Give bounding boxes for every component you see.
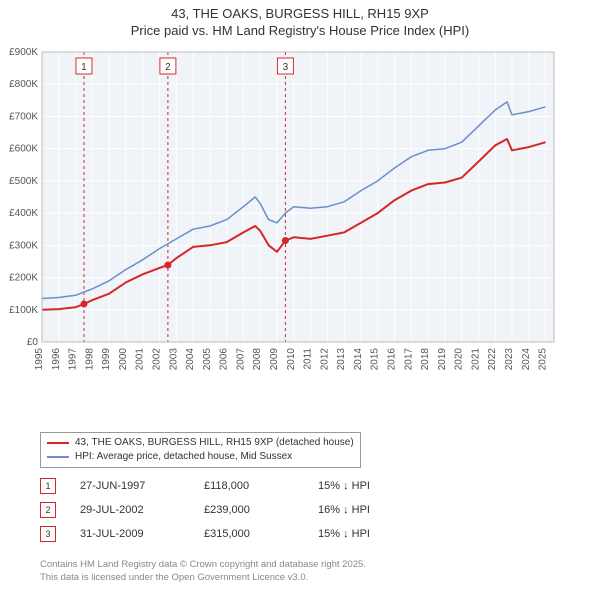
sale-price: £118,000 [204, 480, 294, 492]
footer-line-1: Contains HM Land Registry data © Crown c… [40, 559, 366, 570]
sales-row: 2 29-JUL-2002 £239,000 16% ↓ HPI [40, 498, 408, 522]
svg-text:2023: 2023 [504, 348, 515, 371]
sale-price: £315,000 [204, 528, 294, 540]
svg-text:2006: 2006 [219, 348, 230, 371]
svg-text:2021: 2021 [470, 348, 481, 371]
svg-text:2010: 2010 [286, 348, 297, 371]
sale-hpi-delta: 15% ↓ HPI [318, 528, 408, 540]
svg-text:1999: 1999 [101, 348, 112, 371]
chart-area: £0 £100K £200K £300K £400K £500K £600K £700K £80… [0, 44, 600, 424]
svg-text:£400K: £400K [9, 208, 38, 219]
svg-text:1996: 1996 [51, 348, 62, 371]
chart-svg: £0 £100K £200K £300K £400K £500K £600K £700K £80… [0, 44, 600, 424]
svg-text:2020: 2020 [454, 348, 465, 371]
footer-text: Contains HM Land Registry data © Crown c… [40, 559, 366, 584]
sale-date: 29-JUL-2002 [80, 504, 180, 516]
sale-date: 31-JUL-2009 [80, 528, 180, 540]
svg-text:2005: 2005 [202, 348, 213, 371]
svg-text:1: 1 [81, 62, 87, 73]
legend-label: 43, THE OAKS, BURGESS HILL, RH15 9XP (de… [75, 436, 354, 450]
svg-text:2008: 2008 [252, 348, 263, 371]
svg-text:£100K: £100K [9, 305, 38, 316]
sale-hpi-delta: 16% ↓ HPI [318, 504, 408, 516]
sales-row: 1 27-JUN-1997 £118,000 15% ↓ HPI [40, 474, 408, 498]
svg-text:2022: 2022 [487, 348, 498, 371]
svg-text:£200K: £200K [9, 273, 38, 284]
svg-text:£300K: £300K [9, 240, 38, 251]
legend-swatch [47, 456, 69, 458]
svg-text:£0: £0 [27, 337, 39, 348]
svg-text:£700K: £700K [9, 111, 38, 122]
svg-text:3: 3 [283, 62, 289, 73]
svg-text:£900K: £900K [9, 47, 38, 58]
svg-text:2003: 2003 [168, 348, 179, 371]
legend: 43, THE OAKS, BURGESS HILL, RH15 9XP (de… [40, 432, 361, 468]
chart-container: { "title_line1": "43, THE OAKS, BURGESS … [0, 0, 600, 590]
legend-item: 43, THE OAKS, BURGESS HILL, RH15 9XP (de… [47, 436, 354, 450]
svg-text:1998: 1998 [84, 348, 95, 371]
sale-hpi-delta: 15% ↓ HPI [318, 480, 408, 492]
svg-text:2013: 2013 [336, 348, 347, 371]
svg-text:2001: 2001 [135, 348, 146, 371]
svg-text:2018: 2018 [420, 348, 431, 371]
svg-text:2004: 2004 [185, 348, 196, 371]
svg-text:£500K: £500K [9, 176, 38, 187]
legend-item: HPI: Average price, detached house, Mid … [47, 450, 354, 464]
sale-price: £239,000 [204, 504, 294, 516]
svg-text:2015: 2015 [370, 348, 381, 371]
sale-marker-icon: 1 [40, 478, 56, 494]
svg-text:2011: 2011 [303, 348, 314, 370]
chart-title: 43, THE OAKS, BURGESS HILL, RH15 9XP Pri… [0, 0, 600, 40]
sales-row: 3 31-JUL-2009 £315,000 15% ↓ HPI [40, 522, 408, 546]
title-line-2: Price paid vs. HM Land Registry's House … [131, 23, 469, 38]
svg-text:2016: 2016 [387, 348, 398, 371]
svg-text:£800K: £800K [9, 79, 38, 90]
svg-text:2014: 2014 [353, 348, 364, 371]
svg-text:1995: 1995 [34, 348, 45, 371]
svg-text:2024: 2024 [521, 348, 532, 371]
svg-text:2019: 2019 [437, 348, 448, 371]
svg-text:£600K: £600K [9, 144, 38, 155]
svg-text:2: 2 [165, 62, 171, 73]
svg-text:2007: 2007 [235, 348, 246, 371]
sale-marker-icon: 3 [40, 526, 56, 542]
svg-text:2017: 2017 [403, 348, 414, 371]
svg-text:2000: 2000 [118, 348, 129, 371]
legend-label: HPI: Average price, detached house, Mid … [75, 450, 292, 464]
sale-marker-icon: 2 [40, 502, 56, 518]
sales-table: 1 27-JUN-1997 £118,000 15% ↓ HPI 2 29-JUL-200… [40, 474, 408, 546]
svg-text:2002: 2002 [152, 348, 163, 371]
svg-text:2009: 2009 [269, 348, 280, 371]
title-line-1: 43, THE OAKS, BURGESS HILL, RH15 9XP [171, 6, 429, 21]
sale-date: 27-JUN-1997 [80, 480, 180, 492]
svg-text:1997: 1997 [68, 348, 79, 371]
svg-text:2012: 2012 [319, 348, 330, 371]
legend-swatch [47, 442, 69, 444]
footer-line-2: This data is licensed under the Open Gov… [40, 572, 308, 583]
svg-text:2025: 2025 [538, 348, 549, 371]
